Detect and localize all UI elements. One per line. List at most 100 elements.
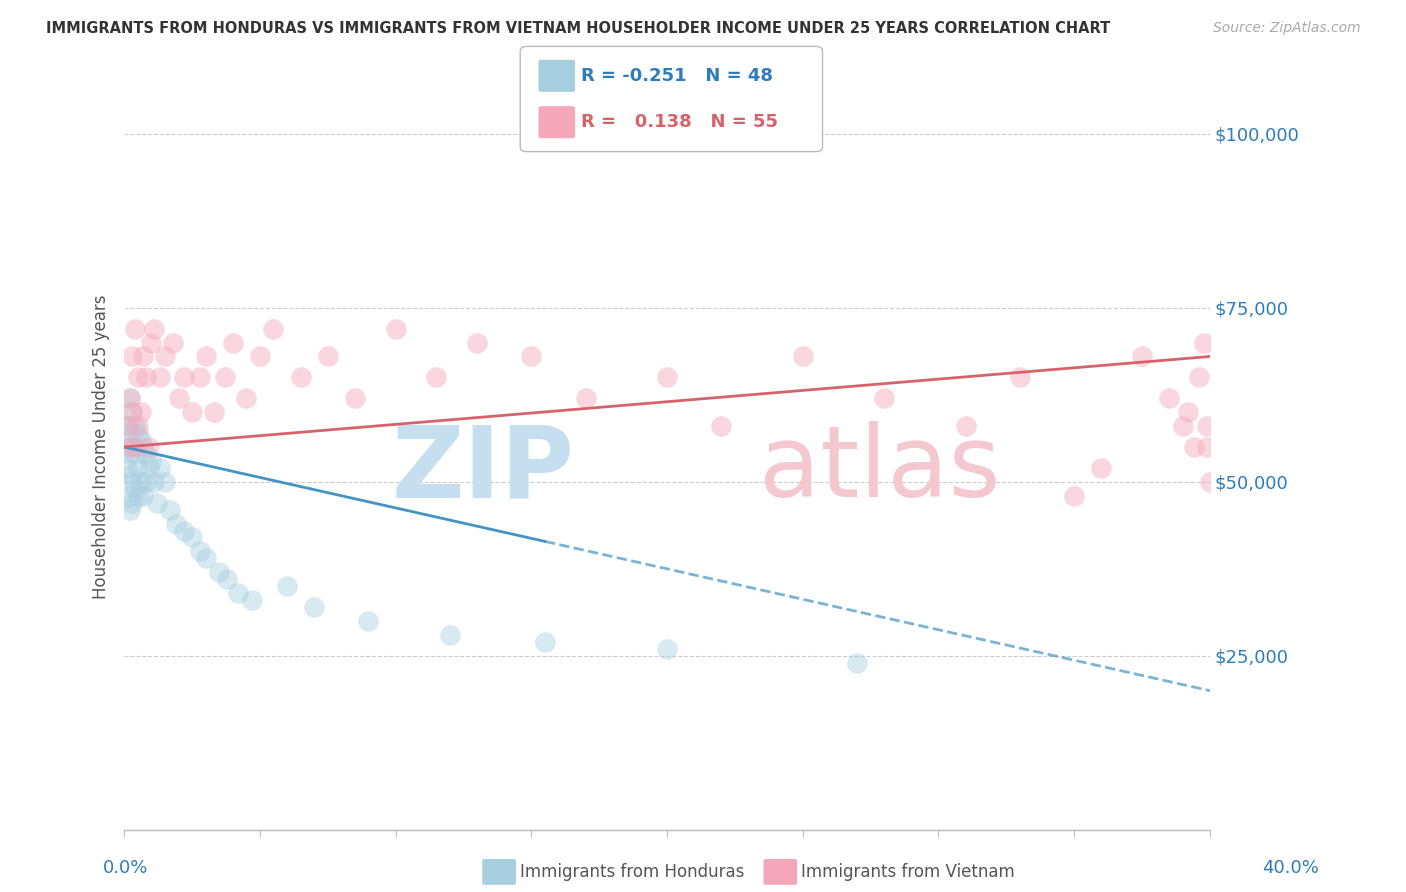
Point <box>846 656 869 670</box>
Point <box>135 370 157 384</box>
Point <box>129 433 152 447</box>
Point <box>135 475 157 489</box>
Point <box>129 475 152 489</box>
Point <box>115 419 138 434</box>
Point <box>118 502 141 516</box>
Text: 40.0%: 40.0% <box>1263 859 1319 877</box>
Point <box>655 370 678 384</box>
Point <box>181 531 204 545</box>
Point <box>127 419 149 434</box>
Point <box>148 461 170 475</box>
Point <box>873 391 896 405</box>
Point <box>121 350 143 364</box>
Point <box>167 391 190 405</box>
Point <box>1197 419 1219 434</box>
Point <box>290 370 312 384</box>
Point <box>148 370 170 384</box>
Text: ZIP: ZIP <box>392 421 575 518</box>
Point <box>121 440 143 454</box>
Point <box>343 391 366 405</box>
Text: atlas: atlas <box>759 421 1001 518</box>
Point <box>153 475 176 489</box>
Point <box>132 489 155 503</box>
Point <box>384 321 406 335</box>
Point <box>302 600 325 615</box>
Point <box>115 419 138 434</box>
Point <box>118 391 141 405</box>
Point <box>124 447 146 461</box>
Point <box>129 405 152 419</box>
Point <box>138 440 160 454</box>
Point <box>1182 440 1205 454</box>
Point <box>235 391 257 405</box>
Point <box>124 321 146 335</box>
Point <box>135 447 157 461</box>
Point <box>1199 475 1222 489</box>
Point <box>226 586 249 600</box>
Point <box>240 593 263 607</box>
Point <box>165 516 187 531</box>
Point <box>115 461 138 475</box>
Text: Source: ZipAtlas.com: Source: ZipAtlas.com <box>1213 21 1361 35</box>
Point <box>162 335 184 350</box>
Point <box>124 482 146 496</box>
Text: 0.0%: 0.0% <box>103 859 148 877</box>
Point <box>520 350 543 364</box>
Point <box>143 321 166 335</box>
Point <box>132 350 155 364</box>
Point <box>214 370 236 384</box>
Text: Immigrants from Vietnam: Immigrants from Vietnam <box>801 863 1015 881</box>
Point <box>143 475 166 489</box>
Point <box>249 350 271 364</box>
Point <box>1159 391 1181 405</box>
Point <box>208 566 231 580</box>
Point <box>1130 350 1153 364</box>
Point <box>194 350 217 364</box>
Point <box>159 502 181 516</box>
Point <box>425 370 447 384</box>
Point <box>118 391 141 405</box>
Point <box>153 350 176 364</box>
Point <box>121 475 143 489</box>
Point <box>1171 419 1194 434</box>
Point <box>1008 370 1031 384</box>
Point <box>118 489 141 503</box>
Y-axis label: Householder Income Under 25 years: Householder Income Under 25 years <box>93 294 110 599</box>
Point <box>1194 335 1216 350</box>
Point <box>792 350 814 364</box>
Point <box>222 335 245 350</box>
Point <box>138 461 160 475</box>
Point <box>127 370 149 384</box>
Point <box>1197 440 1219 454</box>
Point <box>1177 405 1199 419</box>
Point <box>955 419 977 434</box>
Point <box>141 335 163 350</box>
Point <box>121 405 143 419</box>
Point <box>127 425 149 440</box>
Point <box>188 544 211 558</box>
Point <box>655 641 678 656</box>
Point <box>1188 370 1211 384</box>
Point <box>710 419 733 434</box>
Point <box>194 551 217 566</box>
Point <box>118 425 141 440</box>
Point <box>202 405 225 419</box>
Text: R =   0.138   N = 55: R = 0.138 N = 55 <box>581 113 778 131</box>
Text: Immigrants from Honduras: Immigrants from Honduras <box>520 863 745 881</box>
Point <box>357 614 380 628</box>
Point <box>465 335 488 350</box>
Point <box>439 628 461 642</box>
Point <box>127 489 149 503</box>
Point <box>276 579 298 593</box>
Point <box>146 496 169 510</box>
Point <box>1090 461 1112 475</box>
Point <box>263 321 285 335</box>
Text: R = -0.251   N = 48: R = -0.251 N = 48 <box>581 67 773 85</box>
Point <box>124 419 146 434</box>
Point <box>575 391 598 405</box>
Point <box>141 454 163 468</box>
Point <box>217 572 239 586</box>
Point <box>181 405 204 419</box>
Point <box>118 447 141 461</box>
Point <box>173 370 195 384</box>
